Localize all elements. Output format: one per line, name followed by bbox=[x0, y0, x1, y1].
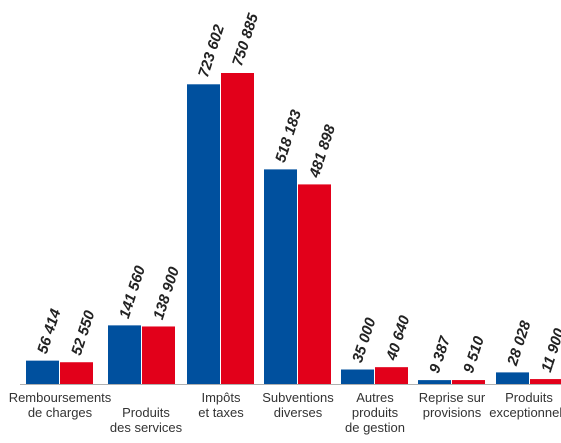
category-label-6-line-0: Produits bbox=[505, 390, 553, 405]
bar-blue-5 bbox=[418, 380, 451, 384]
bar-red-5 bbox=[452, 380, 485, 384]
bars-group bbox=[26, 73, 561, 384]
value-label-blue-0: 56 414 bbox=[34, 306, 65, 356]
category-label-3-line-1: diverses bbox=[274, 405, 323, 420]
bar-red-6 bbox=[530, 379, 561, 384]
bar-blue-1 bbox=[108, 325, 141, 384]
value-label-blue-6: 28 028 bbox=[504, 318, 535, 368]
value-label-blue-3: 518 183 bbox=[272, 107, 305, 164]
bar-blue-6 bbox=[496, 372, 529, 384]
category-label-5-line-1: provisions bbox=[423, 405, 482, 420]
category-label-6-line-1: exceptionnels bbox=[489, 405, 561, 420]
bar-red-4 bbox=[375, 367, 408, 384]
category-label-1-line-2: des services bbox=[110, 420, 183, 435]
category-label-0-line-1: de charges bbox=[28, 405, 93, 420]
bar-red-1 bbox=[142, 326, 175, 384]
category-label-2-line-0: Impôts bbox=[201, 390, 241, 405]
value-label-red-0: 52 550 bbox=[68, 308, 99, 358]
category-label-4-line-0: Autres bbox=[356, 390, 394, 405]
value-label-red-5: 9 510 bbox=[460, 334, 488, 376]
category-label-2-line-1: et taxes bbox=[198, 405, 244, 420]
bar-blue-0 bbox=[26, 360, 59, 384]
value-label-blue-1: 141 560 bbox=[116, 263, 149, 320]
value-labels-group: 56 414 141 560 723 602 518 183 35 000 9 387 28… bbox=[34, 11, 561, 376]
category-label-0-line-0: Remboursements bbox=[9, 390, 112, 405]
category-label-4-line-2: de gestion bbox=[345, 420, 405, 435]
value-label-blue-4: 35 000 bbox=[349, 315, 380, 365]
value-label-blue-5: 9 387 bbox=[426, 334, 454, 376]
value-label-red-2: 750 885 bbox=[229, 11, 262, 68]
value-label-red-1: 138 900 bbox=[150, 264, 183, 321]
bar-red-0 bbox=[60, 362, 93, 384]
value-label-red-4: 40 640 bbox=[383, 313, 414, 363]
value-label-red-6: 11 900 bbox=[538, 326, 561, 374]
category-label-4-line-1: produits bbox=[352, 405, 399, 420]
bar-red-2 bbox=[221, 73, 254, 384]
value-label-blue-2: 723 602 bbox=[195, 22, 228, 79]
bar-red-3 bbox=[298, 184, 331, 384]
category-label-5-line-0: Reprise sur bbox=[419, 390, 486, 405]
category-label-1-line-1: Produits bbox=[122, 405, 170, 420]
value-label-red-3: 481 898 bbox=[306, 122, 339, 180]
bar-blue-3 bbox=[264, 169, 297, 384]
category-label-3-line-0: Subventions bbox=[262, 390, 334, 405]
bar-blue-2 bbox=[187, 84, 220, 384]
bar-blue-4 bbox=[341, 369, 374, 384]
